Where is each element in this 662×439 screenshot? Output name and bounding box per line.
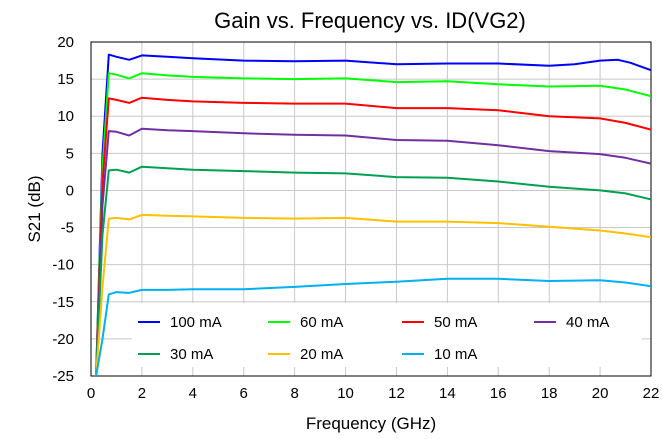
- chart-title: Gain vs. Frequency vs. ID(VG2): [214, 8, 526, 33]
- legend-label-20-ma: 20 mA: [300, 346, 343, 363]
- y-tick-label: 5: [66, 145, 74, 162]
- series-line-50-ma: [95, 96, 651, 376]
- x-tick-label: 2: [138, 385, 146, 402]
- x-axis-label: Frequency (GHz): [306, 414, 436, 433]
- y-tick-label: 10: [57, 108, 74, 125]
- legend: 100 mA 60 mA 50 mA 40 mA 30 mA 20 mA 10 mA: [138, 314, 609, 363]
- x-tick-label: 20: [592, 385, 609, 402]
- x-tick-label: 18: [541, 385, 558, 402]
- series-line-40-ma: [95, 127, 651, 376]
- x-tick-label: 16: [490, 385, 507, 402]
- x-tick-label: 6: [240, 385, 248, 402]
- series-line-20-ma: [95, 213, 651, 376]
- legend-label-10-ma: 10 mA: [434, 346, 477, 363]
- series-line-30-ma: [95, 165, 651, 376]
- y-axis-label: S21 (dB): [25, 175, 44, 242]
- legend-label-30-ma: 30 mA: [170, 346, 213, 363]
- y-tick-label: 20: [57, 34, 74, 51]
- x-tick-labels: 0 2 4 6 8 10 12 14 16 18 20 22: [87, 385, 660, 402]
- y-tick-label: 0: [66, 182, 74, 199]
- x-tick-label: 8: [290, 385, 298, 402]
- x-tick-label: 22: [643, 385, 660, 402]
- legend-label-100-ma: 100 mA: [170, 314, 222, 331]
- x-tick-label: 12: [388, 385, 405, 402]
- y-tick-label: -10: [52, 257, 74, 274]
- legend-label-50-ma: 50 mA: [434, 314, 477, 331]
- legend-label-60-ma: 60 mA: [300, 314, 343, 331]
- legend-box: [132, 303, 642, 367]
- x-tick-label: 4: [189, 385, 197, 402]
- y-tick-label: -15: [52, 294, 74, 311]
- legend-label-40-ma: 40 mA: [566, 314, 609, 331]
- x-tick-label: 14: [439, 385, 456, 402]
- y-tick-label: -5: [61, 220, 74, 237]
- x-tick-label: 10: [337, 385, 354, 402]
- y-tick-label: -20: [52, 331, 74, 348]
- y-tick-labels: -25 -20 -15 -10 -5 0 5 10 15 20: [52, 34, 74, 385]
- series-line-60-ma: [95, 72, 651, 376]
- plot-frame: [90, 41, 652, 377]
- series-line-100-ma: [95, 53, 651, 376]
- y-tick-label: -25: [52, 368, 74, 385]
- series-line-10-ma: [95, 277, 651, 376]
- series-lines: [95, 53, 651, 376]
- y-tick-label: 15: [57, 71, 74, 88]
- x-tick-label: 0: [87, 385, 95, 402]
